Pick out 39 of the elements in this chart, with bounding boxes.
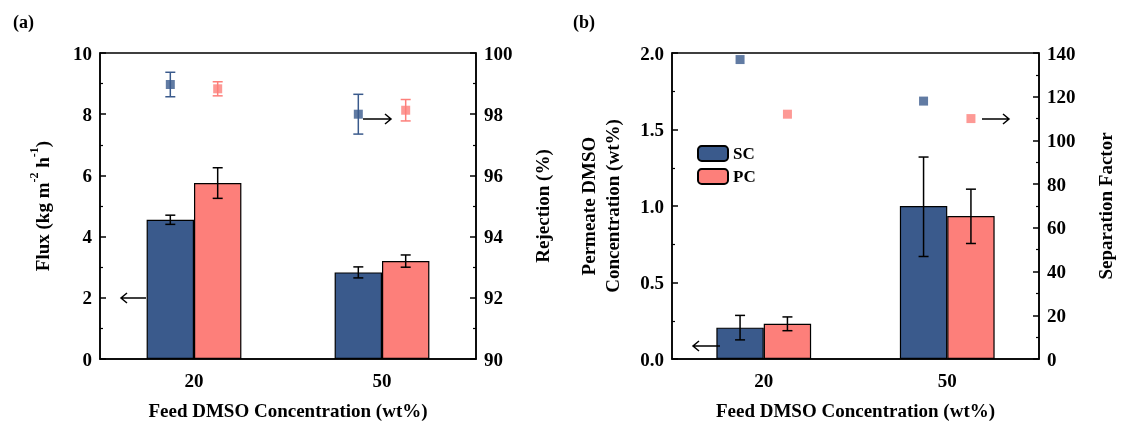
y-axis-title: Permeate DMSO Concentration (wt%) [578, 119, 624, 293]
y2-tick-label: 120 [1047, 86, 1076, 108]
x-axis-title: Feed DMSO Concentration (wt%) [715, 400, 996, 422]
y-tick-label: 0 [82, 348, 92, 370]
y2-tick-label: 60 [1047, 217, 1066, 239]
y-tick-label: 10 [73, 42, 92, 64]
y-tick-label: 4 [82, 226, 93, 248]
x-axis-title: Feed DMSO Concentration (wt%) [148, 400, 428, 422]
y2-tick-label: 94 [484, 226, 504, 248]
x-tick-label: 20 [754, 370, 774, 391]
x-tick-label: 50 [937, 370, 957, 391]
y2-tick-label: 80 [1047, 173, 1066, 195]
chart-title: (b) [573, 12, 595, 33]
y-tick-label: 0.0 [640, 348, 664, 370]
y-tick-label: 1.5 [640, 119, 664, 140]
y2-tick-label: 40 [1047, 261, 1066, 283]
y2-tick-label: 98 [484, 103, 503, 125]
y2-axis-title: Rejection (%) [532, 149, 554, 263]
legend-label: PC [733, 167, 756, 186]
y2-tick-label: 96 [484, 164, 503, 186]
y2-tick-label: 92 [484, 287, 503, 309]
y2-tick-label: 90 [484, 348, 503, 370]
y-tick-label: 2 [82, 287, 92, 309]
legend-label: SC [733, 144, 755, 163]
y-tick-label: 0.5 [640, 272, 664, 293]
chart-title: (a) [13, 12, 34, 33]
y2-tick-label: 0 [1047, 348, 1057, 370]
y-tick-label: 6 [82, 164, 92, 186]
y-tick-label: 2.0 [640, 42, 664, 64]
y2-axis-title: Separation Factor [1095, 131, 1116, 280]
y2-tick-label: 140 [1047, 42, 1076, 64]
y2-tick-label: 20 [1047, 304, 1066, 326]
y2-tick-label: 100 [484, 42, 513, 64]
y-tick-label: 1.0 [640, 195, 664, 217]
x-tick-label: 50 [372, 370, 392, 391]
y2-tick-label: 100 [1047, 129, 1076, 151]
y-axis-title: Flux (kg m-2 h-1) [27, 140, 54, 272]
y-tick-label: 8 [82, 103, 92, 125]
x-tick-label: 20 [184, 370, 204, 391]
